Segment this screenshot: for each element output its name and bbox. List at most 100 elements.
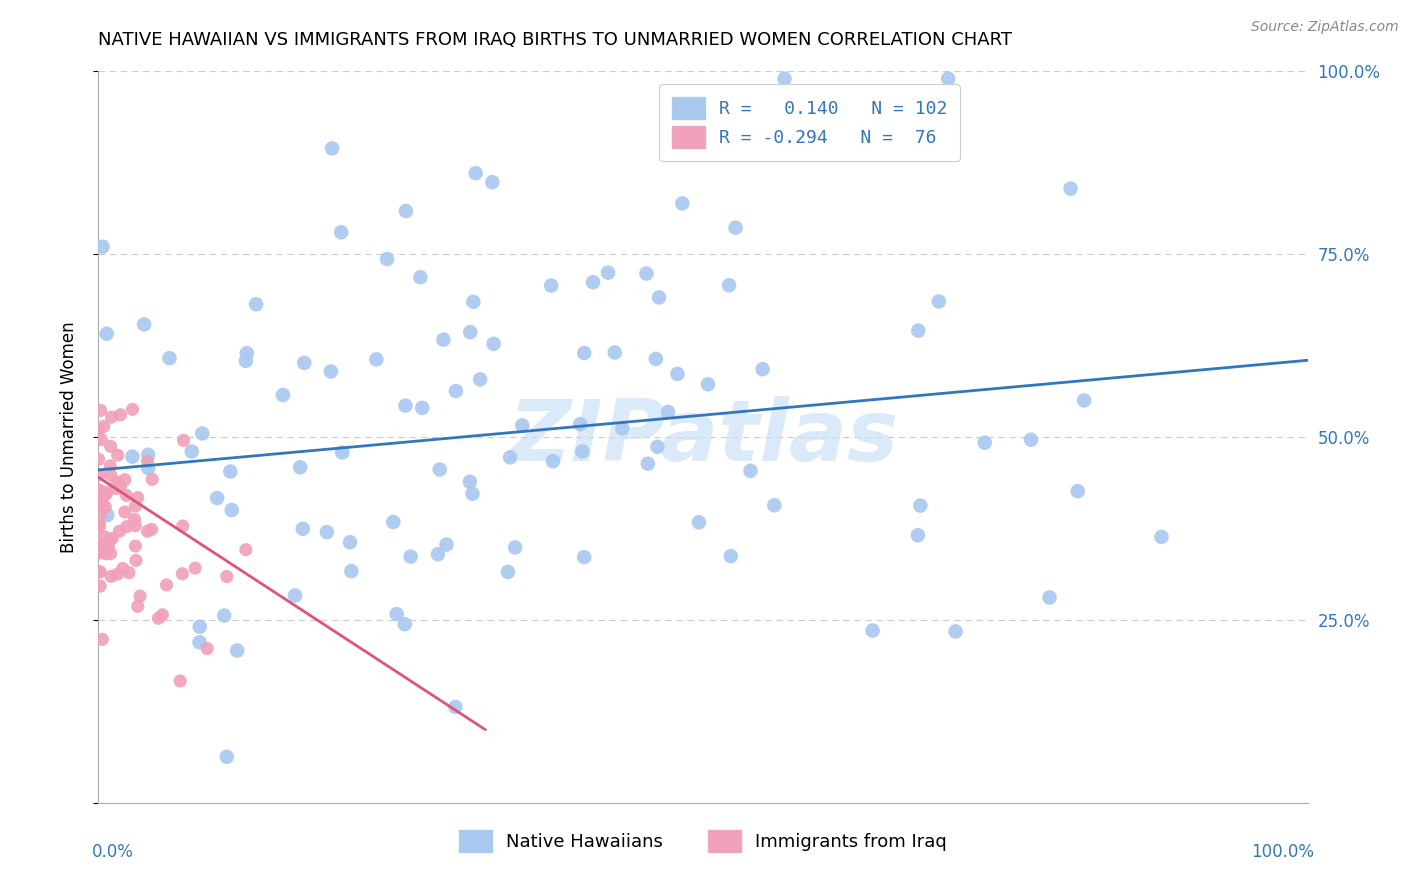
Point xyxy=(751,362,773,376)
Point xyxy=(444,700,467,714)
Point xyxy=(105,482,128,496)
Point xyxy=(1073,393,1095,408)
Point xyxy=(111,561,134,575)
Point xyxy=(603,345,626,359)
Point xyxy=(87,483,110,497)
Point xyxy=(105,567,128,582)
Point xyxy=(399,549,422,564)
Point xyxy=(184,561,207,575)
Point xyxy=(582,275,605,289)
Point xyxy=(91,496,114,510)
Point xyxy=(188,620,211,634)
Point xyxy=(188,635,211,649)
Point xyxy=(114,473,136,487)
Point xyxy=(481,175,503,189)
Point xyxy=(636,267,658,281)
Point xyxy=(136,524,159,539)
Point xyxy=(458,475,481,489)
Point xyxy=(136,448,159,462)
Point xyxy=(96,485,118,500)
Point xyxy=(432,333,454,347)
Point xyxy=(395,204,418,219)
Point xyxy=(574,550,596,565)
Point xyxy=(87,422,110,436)
Point xyxy=(409,270,432,285)
Point xyxy=(718,278,741,293)
Point xyxy=(100,439,122,453)
Point xyxy=(215,749,238,764)
Point xyxy=(100,547,122,561)
Point xyxy=(212,608,235,623)
Point xyxy=(90,403,112,417)
Point xyxy=(87,542,110,557)
Point xyxy=(574,346,596,360)
Point xyxy=(110,408,132,422)
Point xyxy=(284,589,307,603)
Point xyxy=(382,515,405,529)
Point xyxy=(94,547,117,561)
Point xyxy=(375,252,398,266)
Point xyxy=(340,564,363,578)
Point xyxy=(235,542,257,557)
Point xyxy=(205,491,228,505)
Point xyxy=(644,351,666,366)
Point xyxy=(499,450,522,465)
Point xyxy=(172,566,194,581)
Point xyxy=(105,475,128,490)
Point xyxy=(219,465,242,479)
Point xyxy=(773,71,796,86)
Point xyxy=(159,351,181,366)
Point xyxy=(180,444,202,458)
Point xyxy=(87,452,110,467)
Point xyxy=(110,479,132,493)
Point xyxy=(444,384,467,398)
Point xyxy=(93,530,115,544)
Point xyxy=(720,549,742,563)
Text: Source: ZipAtlas.com: Source: ZipAtlas.com xyxy=(1251,20,1399,34)
Text: 100.0%: 100.0% xyxy=(1250,843,1313,861)
Point xyxy=(215,569,238,583)
Point xyxy=(458,325,481,339)
Point xyxy=(121,450,143,464)
Point xyxy=(657,405,679,419)
Point xyxy=(89,507,111,521)
Point xyxy=(945,624,967,639)
Point xyxy=(385,607,408,621)
Point xyxy=(236,346,259,360)
Point xyxy=(169,673,191,688)
Point xyxy=(291,522,314,536)
Point xyxy=(569,417,592,431)
Legend: Native Hawaiians, Immigrants from Iraq: Native Hawaiians, Immigrants from Iraq xyxy=(451,823,955,860)
Point xyxy=(141,523,163,537)
Point xyxy=(124,539,146,553)
Point xyxy=(98,533,121,548)
Point xyxy=(87,537,110,551)
Point xyxy=(136,454,159,468)
Point xyxy=(330,225,353,239)
Point xyxy=(910,499,932,513)
Point xyxy=(688,516,710,530)
Point xyxy=(124,499,146,513)
Point xyxy=(411,401,433,415)
Point xyxy=(87,521,110,535)
Point xyxy=(461,486,484,500)
Point xyxy=(87,565,110,579)
Point xyxy=(1150,530,1173,544)
Point xyxy=(1059,181,1081,195)
Point xyxy=(1067,484,1090,499)
Point xyxy=(91,240,114,254)
Point xyxy=(612,421,634,435)
Point xyxy=(96,508,118,522)
Point xyxy=(115,519,138,533)
Point xyxy=(463,294,485,309)
Point xyxy=(724,220,747,235)
Point xyxy=(89,537,111,551)
Point xyxy=(89,565,111,579)
Point xyxy=(245,297,267,311)
Point xyxy=(482,336,505,351)
Point xyxy=(226,643,249,657)
Point xyxy=(100,410,122,425)
Y-axis label: Births to Unmarried Women: Births to Unmarried Women xyxy=(59,321,77,553)
Point xyxy=(540,278,562,293)
Point xyxy=(89,467,111,482)
